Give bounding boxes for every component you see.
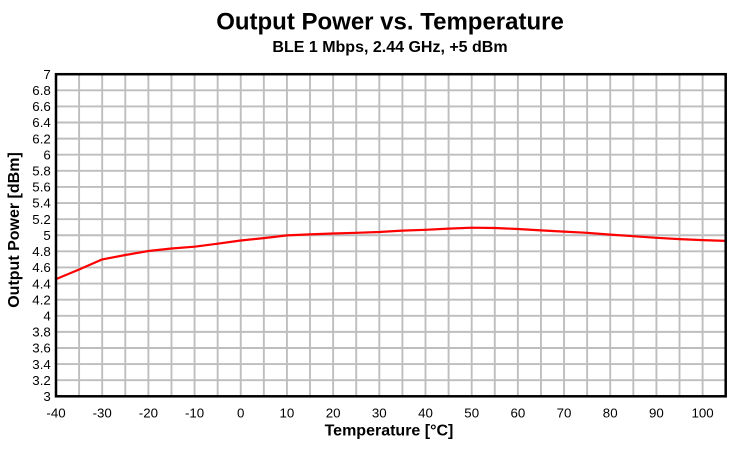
svg-text:10: 10 xyxy=(280,406,295,421)
svg-text:4.8: 4.8 xyxy=(32,244,51,259)
svg-text:3.2: 3.2 xyxy=(32,373,51,388)
svg-text:Output Power [dBm]: Output Power [dBm] xyxy=(6,152,23,308)
svg-text:Temperature [°C]: Temperature [°C] xyxy=(325,423,454,440)
svg-text:-10: -10 xyxy=(185,406,204,421)
svg-text:80: 80 xyxy=(603,406,618,421)
svg-text:BLE 1 Mbps, 2.44 GHz, +5 dBm: BLE 1 Mbps, 2.44 GHz, +5 dBm xyxy=(272,39,507,56)
svg-text:50: 50 xyxy=(464,406,479,421)
svg-text:60: 60 xyxy=(511,406,526,421)
svg-text:30: 30 xyxy=(372,406,387,421)
svg-text:40: 40 xyxy=(418,406,433,421)
svg-text:3.4: 3.4 xyxy=(32,357,51,372)
svg-text:100: 100 xyxy=(692,406,714,421)
svg-text:7: 7 xyxy=(43,67,50,82)
svg-text:4.4: 4.4 xyxy=(32,276,51,291)
svg-text:6: 6 xyxy=(43,147,50,162)
svg-text:20: 20 xyxy=(326,406,341,421)
svg-text:5: 5 xyxy=(43,228,50,243)
svg-text:3: 3 xyxy=(43,389,50,404)
svg-text:5.8: 5.8 xyxy=(32,164,51,179)
svg-text:6.6: 6.6 xyxy=(32,99,51,114)
svg-text:6.4: 6.4 xyxy=(32,115,51,130)
svg-text:90: 90 xyxy=(649,406,664,421)
svg-text:5.2: 5.2 xyxy=(32,212,51,227)
svg-text:6.2: 6.2 xyxy=(32,131,51,146)
svg-text:-20: -20 xyxy=(139,406,158,421)
svg-text:-30: -30 xyxy=(93,406,112,421)
svg-text:-40: -40 xyxy=(46,406,65,421)
svg-text:70: 70 xyxy=(557,406,572,421)
svg-text:3.8: 3.8 xyxy=(32,325,51,340)
svg-text:4.2: 4.2 xyxy=(32,292,51,307)
svg-text:0: 0 xyxy=(237,406,244,421)
svg-text:Output Power vs. Temperature: Output Power vs. Temperature xyxy=(216,9,564,36)
svg-text:3.6: 3.6 xyxy=(32,341,51,356)
svg-text:6.8: 6.8 xyxy=(32,83,51,98)
svg-text:5.4: 5.4 xyxy=(32,196,51,211)
svg-text:4: 4 xyxy=(43,309,50,324)
svg-text:4.6: 4.6 xyxy=(32,260,51,275)
svg-text:5.6: 5.6 xyxy=(32,180,51,195)
